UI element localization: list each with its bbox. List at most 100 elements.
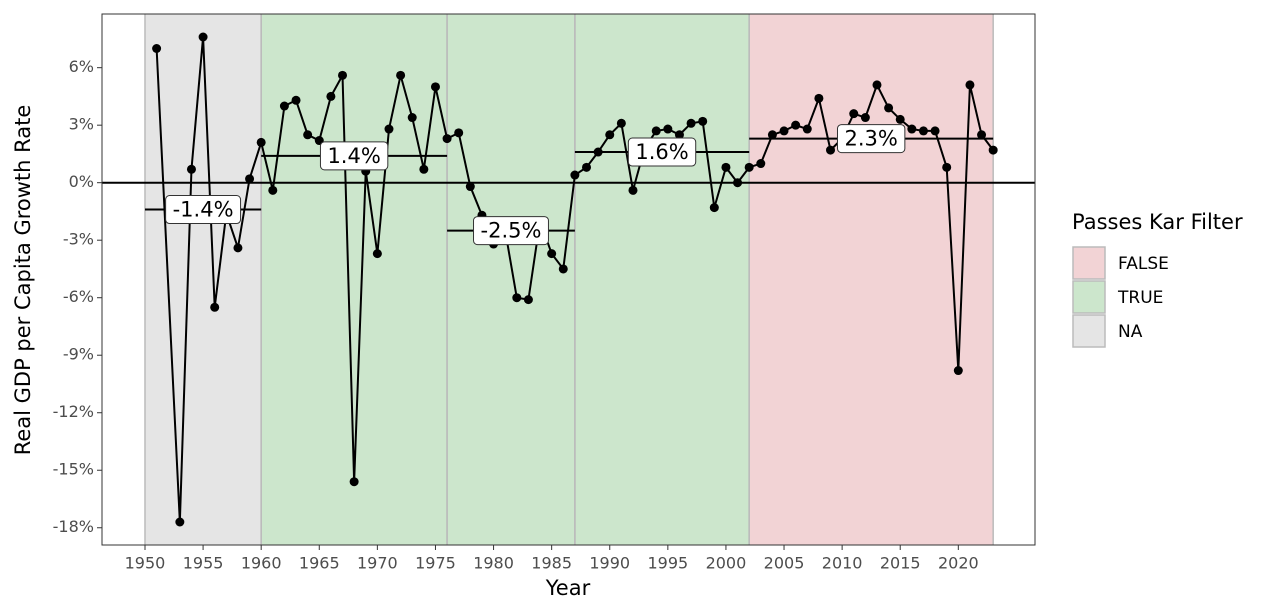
data-point xyxy=(605,130,615,140)
mean-label-box xyxy=(473,216,549,246)
data-point xyxy=(291,95,301,105)
data-point xyxy=(372,249,382,259)
data-point xyxy=(907,124,917,134)
mean-label: 2.3% xyxy=(844,127,897,151)
period-band xyxy=(447,14,575,545)
data-point xyxy=(256,137,266,147)
y-tick-label: -6% xyxy=(63,287,94,306)
data-point xyxy=(686,118,696,128)
data-point xyxy=(279,101,289,111)
mean-label: 1.4% xyxy=(327,144,380,168)
data-point xyxy=(872,80,882,90)
data-point xyxy=(674,130,684,140)
y-tick-label: 3% xyxy=(69,115,94,134)
data-point xyxy=(338,70,348,80)
data-point xyxy=(175,517,185,527)
y-tick-label: -12% xyxy=(53,402,94,421)
x-tick-label: 1955 xyxy=(183,554,224,573)
data-point xyxy=(988,145,998,155)
x-tick-label: 2005 xyxy=(764,554,805,573)
y-tick-label: 0% xyxy=(69,172,94,191)
period-band xyxy=(749,14,994,545)
x-tick-label: 1990 xyxy=(589,554,630,573)
data-point xyxy=(558,264,568,274)
x-tick-label: 1950 xyxy=(125,554,166,573)
data-point xyxy=(779,126,789,136)
plot-border xyxy=(101,13,1036,546)
data-point xyxy=(210,302,220,312)
data-point xyxy=(419,164,429,174)
data-point xyxy=(268,185,278,195)
x-tick-label: 2000 xyxy=(706,554,747,573)
data-point xyxy=(198,32,208,42)
legend-label: NA xyxy=(1118,322,1143,342)
y-tick-label: -15% xyxy=(53,460,94,479)
data-point xyxy=(349,477,359,487)
legend-swatch xyxy=(1072,314,1106,348)
data-point xyxy=(918,126,928,136)
data-point xyxy=(895,114,905,124)
data-point xyxy=(744,162,754,172)
data-point xyxy=(953,366,963,376)
y-tick-label: -9% xyxy=(63,345,94,364)
data-point xyxy=(977,130,987,140)
data-point xyxy=(826,145,836,155)
data-point xyxy=(860,113,870,123)
x-tick-label: 1980 xyxy=(473,554,514,573)
data-point xyxy=(942,162,952,172)
x-tick-label: 1960 xyxy=(241,554,282,573)
period-band xyxy=(144,14,262,545)
data-point xyxy=(767,130,777,140)
x-tick-label: 2015 xyxy=(880,554,921,573)
data-point xyxy=(245,174,255,184)
data-point xyxy=(849,109,859,119)
legend-swatch xyxy=(1072,246,1106,280)
data-point xyxy=(930,126,940,136)
period-band xyxy=(574,14,750,545)
mean-label-box xyxy=(836,124,906,154)
x-tick-label: 1985 xyxy=(531,554,572,573)
data-point xyxy=(628,185,638,195)
y-tick-label: -3% xyxy=(63,230,94,249)
legend-label: FALSE xyxy=(1118,254,1169,274)
data-point xyxy=(384,124,394,134)
data-point xyxy=(465,182,475,192)
data-point xyxy=(733,178,743,188)
mean-label: -2.5% xyxy=(481,219,542,243)
x-tick-label: 2020 xyxy=(938,554,979,573)
data-point xyxy=(512,293,522,303)
data-point xyxy=(407,113,417,123)
data-point xyxy=(303,130,313,140)
mean-label-box xyxy=(319,141,389,171)
data-point xyxy=(430,82,440,92)
legend-title: Passes Kar Filter xyxy=(1072,210,1243,234)
data-point xyxy=(326,91,336,101)
mean-label: 1.6% xyxy=(635,140,688,164)
mean-label: -1.4% xyxy=(173,198,234,222)
data-point xyxy=(814,93,824,103)
data-point xyxy=(442,134,452,144)
data-point xyxy=(663,124,673,134)
data-point xyxy=(186,164,196,174)
x-tick-label: 1970 xyxy=(357,554,398,573)
data-point xyxy=(698,116,708,126)
data-point xyxy=(152,44,162,54)
data-point xyxy=(721,162,731,172)
mean-label-box xyxy=(165,195,242,225)
data-point xyxy=(547,249,557,259)
y-tick-label: 6% xyxy=(69,57,94,76)
x-tick-label: 1995 xyxy=(647,554,688,573)
data-point xyxy=(454,128,464,138)
data-point xyxy=(570,170,580,180)
data-point xyxy=(233,243,243,253)
x-tick-label: 1965 xyxy=(299,554,340,573)
data-point xyxy=(802,124,812,134)
data-point xyxy=(791,120,801,130)
x-tick-label: 2010 xyxy=(822,554,863,573)
x-axis-title: Year xyxy=(545,576,591,599)
data-point xyxy=(884,103,894,113)
data-point xyxy=(709,203,719,213)
data-point xyxy=(756,159,766,169)
data-point xyxy=(593,147,603,157)
